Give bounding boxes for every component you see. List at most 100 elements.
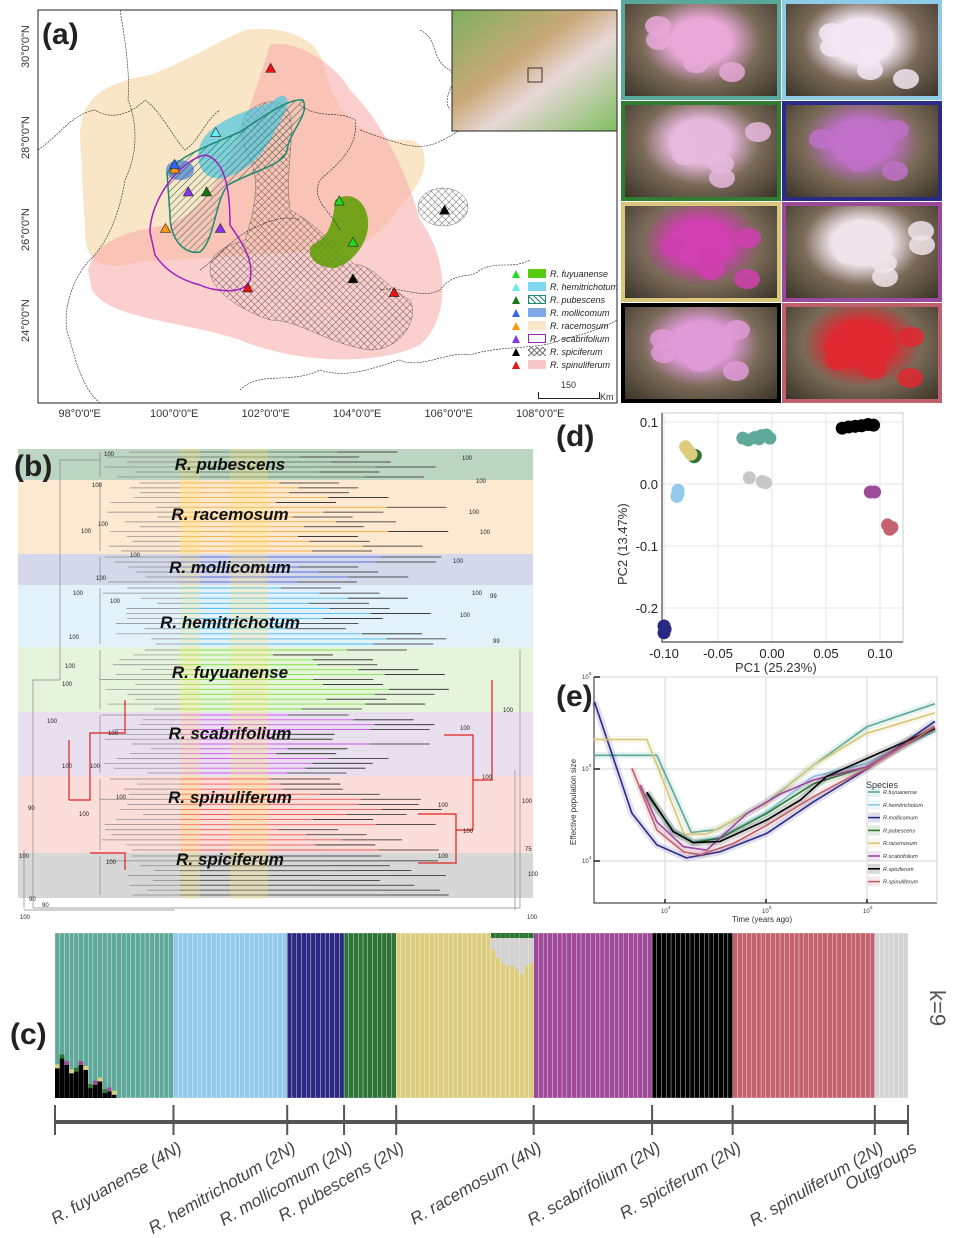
- range-spiciferum-east: [417, 187, 469, 227]
- ancestry-bar: [135, 932, 141, 1099]
- ancestry-bar: [595, 932, 601, 1099]
- ancestry-bar: [106, 932, 113, 1099]
- range-swatch: [528, 308, 546, 317]
- ancestry-bar-segment: [64, 1065, 70, 1098]
- pca-point: [759, 476, 773, 490]
- ancestry-bar: [249, 932, 255, 1099]
- ancestry-bar-segment: [92, 1084, 98, 1098]
- ancestry-bar: [381, 932, 387, 1099]
- legend-label: R.hemitrichotum: [883, 803, 923, 809]
- bootstrap-value: 100: [19, 854, 30, 860]
- ancestry-bar: [817, 932, 823, 1099]
- ancestry-bar: [144, 932, 150, 1099]
- bootstrap-value: 100: [20, 915, 31, 921]
- bootstrap-value: 100: [96, 576, 107, 582]
- ancestry-bar: [467, 932, 473, 1099]
- ancestry-bar: [884, 932, 890, 1099]
- ancestry-bar-segment: [495, 933, 501, 958]
- y-tick-exponent: 4: [589, 855, 592, 860]
- legend-key-band: [868, 812, 880, 823]
- flower-blossom: [661, 237, 687, 257]
- triangle-marker-icon: [512, 282, 520, 291]
- ancestry-bar: [718, 932, 724, 1099]
- site-marker-triangle: [214, 222, 226, 233]
- pca-point: [658, 622, 672, 636]
- flower-blossom: [683, 53, 709, 73]
- pca-point: [688, 448, 702, 462]
- ancestry-bar-segment: [509, 933, 515, 966]
- clade-label: R. mollicomum: [169, 558, 291, 577]
- ancestry-bar: [116, 932, 122, 1099]
- ancestry-bar: [832, 932, 838, 1099]
- ancestry-bar: [173, 932, 179, 1099]
- ancestry-bar: [794, 932, 800, 1099]
- ancestry-bar: [803, 932, 809, 1099]
- bootstrap-value: 100: [462, 456, 473, 462]
- pca-point: [684, 447, 698, 461]
- ancestry-bar: [215, 932, 222, 1099]
- ancestry-bar: [865, 932, 871, 1099]
- ancestry-bar: [836, 932, 842, 1099]
- ancestry-bar: [661, 932, 667, 1099]
- admixture-barplot: [54, 932, 909, 1135]
- triangle-marker-icon: [512, 347, 520, 356]
- ancestry-bar: [457, 932, 463, 1099]
- ancestry-bar: [320, 932, 326, 1099]
- ancestry-bar: [443, 932, 449, 1099]
- ancestry-bar: [192, 932, 198, 1099]
- pca-point: [671, 483, 685, 497]
- ancestry-bar: [903, 932, 909, 1099]
- flower-blossom: [861, 359, 887, 379]
- flower-blossom: [723, 361, 749, 381]
- bootstrap-value: 100: [106, 860, 117, 866]
- triangle-marker-icon: [512, 308, 520, 317]
- triangle-marker-icon: [512, 295, 520, 304]
- ancestry-bar: [813, 932, 819, 1099]
- ancestry-bar-segment: [111, 1094, 117, 1098]
- ancestry-bar: [429, 932, 435, 1099]
- map-legend-row: R. spiciferum: [512, 345, 603, 358]
- ancestry-bar: [850, 932, 857, 1099]
- panel-label-e: (e): [556, 680, 593, 713]
- flower-blossom: [825, 350, 851, 370]
- flower-blossom: [835, 244, 861, 264]
- site-marker-triangle: [242, 282, 254, 293]
- ancestry-bar: [713, 932, 719, 1099]
- ancestry-bar-segment: [111, 1090, 117, 1095]
- site-marker-triangle: [210, 126, 222, 137]
- ancestry-bar: [637, 932, 643, 1099]
- ancestry-bar: [234, 932, 240, 1099]
- bootstrap-value: 100: [472, 591, 483, 597]
- latitude-tick-label: 28°0'0"N: [20, 116, 32, 159]
- ancestry-bar: [163, 932, 169, 1099]
- ancestry-bar: [770, 932, 776, 1099]
- clade-band: [18, 449, 533, 480]
- flower-photo: [621, 101, 781, 201]
- bootstrap-value: 90: [42, 903, 49, 909]
- ancestry-bar-segment: [55, 1064, 60, 1069]
- latitude-tick-label: 26°0'0"N: [20, 207, 32, 251]
- ancestry-bar: [566, 932, 572, 1099]
- pca-x-label: PC1 (25.23%): [735, 660, 817, 675]
- ancestry-bar: [775, 932, 781, 1099]
- ancestry-bar: [808, 932, 814, 1099]
- panel-label-c: (c): [10, 1018, 47, 1051]
- legend-label: R. pubescens: [550, 294, 606, 305]
- inset-map: [451, 9, 618, 132]
- flower-blossom: [809, 129, 835, 149]
- ancestry-bar-segment: [505, 933, 510, 966]
- bootstrap-value: 100: [65, 664, 76, 670]
- ancestry-bar: [111, 932, 117, 1099]
- ancestry-bar: [860, 932, 866, 1099]
- scale-bar-value: 150: [561, 380, 577, 390]
- ancestry-bar: [462, 932, 468, 1099]
- pca-point: [680, 442, 694, 456]
- ancestry-bar-segment: [107, 1091, 112, 1098]
- pca-point: [657, 626, 671, 640]
- site-marker-triangle: [159, 222, 171, 233]
- ancestry-bar: [751, 932, 757, 1099]
- ancestry-bar: [471, 932, 477, 1099]
- bootstrap-value: 100: [47, 719, 58, 725]
- ancestry-bar: [306, 932, 312, 1099]
- map-legend-row: R. hemitrichotum: [512, 280, 618, 293]
